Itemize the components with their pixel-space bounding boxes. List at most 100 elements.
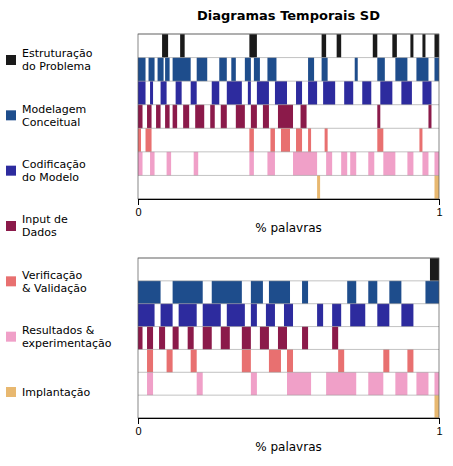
bar xyxy=(368,281,377,304)
bar xyxy=(301,105,307,129)
legend-swatch xyxy=(6,221,16,231)
series xyxy=(162,34,439,58)
bar xyxy=(302,281,308,304)
x-tick-label: 1 xyxy=(436,206,442,218)
bar xyxy=(203,304,221,327)
bar xyxy=(251,281,263,304)
x-axis: 01 xyxy=(135,199,442,218)
row-separator xyxy=(138,372,439,373)
bar xyxy=(434,395,439,418)
bar xyxy=(389,281,401,304)
series xyxy=(138,152,439,176)
bar xyxy=(407,152,413,176)
bar xyxy=(368,152,374,176)
bar xyxy=(338,349,344,372)
bar xyxy=(173,327,179,350)
bar xyxy=(410,34,413,58)
bar xyxy=(434,152,439,176)
bar xyxy=(337,34,342,58)
x-tick-mark xyxy=(439,199,440,205)
series xyxy=(138,58,439,82)
bar xyxy=(251,105,257,129)
x-tick-mark xyxy=(439,418,440,424)
bar xyxy=(269,349,281,372)
legend-label: Input deDados xyxy=(22,213,68,239)
bar xyxy=(167,349,173,372)
bar xyxy=(278,105,293,129)
bar xyxy=(383,152,395,176)
bar xyxy=(138,128,141,152)
bar xyxy=(162,34,168,58)
bar xyxy=(401,81,412,105)
bar xyxy=(425,281,439,304)
bar xyxy=(194,152,199,176)
bar xyxy=(176,81,182,105)
bar xyxy=(422,81,431,105)
series xyxy=(138,128,422,152)
bar xyxy=(278,327,287,350)
row-separators xyxy=(138,34,439,199)
legend-label: Resultados &experimentação xyxy=(22,324,112,350)
bar xyxy=(249,34,257,58)
series xyxy=(138,327,338,350)
legend-label: Verificação& Validação xyxy=(22,269,87,295)
legend-label: Estruturaçãodo Problema xyxy=(22,47,93,73)
row-separator xyxy=(138,349,439,350)
bar xyxy=(236,105,245,129)
series xyxy=(147,349,413,372)
legend-label: ModelagemConceitual xyxy=(22,103,86,129)
bar xyxy=(251,372,257,395)
bar xyxy=(302,327,308,350)
bar xyxy=(197,58,208,82)
series xyxy=(138,304,413,327)
bar xyxy=(138,152,143,176)
bar xyxy=(368,372,383,395)
bar xyxy=(395,58,407,82)
bar xyxy=(270,128,275,152)
plot-frame xyxy=(138,258,439,418)
bar xyxy=(158,58,164,82)
x-axis-title: % palavras xyxy=(255,440,322,454)
bar xyxy=(377,128,383,152)
series xyxy=(317,175,439,199)
bar xyxy=(165,105,170,129)
bar xyxy=(322,58,328,82)
bar xyxy=(341,152,347,176)
bar xyxy=(221,105,227,129)
bar xyxy=(284,304,293,327)
bar xyxy=(245,58,251,82)
bar xyxy=(212,281,242,304)
bar xyxy=(350,304,365,327)
bar xyxy=(147,105,152,129)
legend: Estruturaçãodo Problema ModelagemConceitu… xyxy=(6,47,112,399)
chart: 01% palavrasDiagramas Temporais SD01% pa… xyxy=(0,0,453,466)
bar xyxy=(422,34,425,58)
bar xyxy=(347,281,356,304)
series xyxy=(434,395,439,418)
bar xyxy=(188,327,194,350)
bar xyxy=(296,81,302,105)
bar xyxy=(197,372,203,395)
bar xyxy=(419,128,422,152)
bar xyxy=(323,81,335,105)
bar xyxy=(434,34,439,58)
bar xyxy=(332,304,341,327)
bar xyxy=(317,304,323,327)
bar xyxy=(260,327,269,350)
series xyxy=(430,258,439,281)
bar xyxy=(212,81,220,105)
row-separator xyxy=(138,81,439,82)
bar xyxy=(325,128,328,152)
row-separators xyxy=(138,258,439,418)
bar xyxy=(138,58,146,82)
bar xyxy=(161,81,167,105)
row-separator xyxy=(138,57,439,58)
bar xyxy=(251,304,257,327)
bar xyxy=(138,105,143,129)
x-tick: 1 xyxy=(436,418,442,437)
bar xyxy=(242,349,251,372)
bar xyxy=(161,304,173,327)
bar xyxy=(257,81,269,105)
legend-item: Resultados &experimentação xyxy=(6,324,112,350)
bar xyxy=(149,58,155,82)
